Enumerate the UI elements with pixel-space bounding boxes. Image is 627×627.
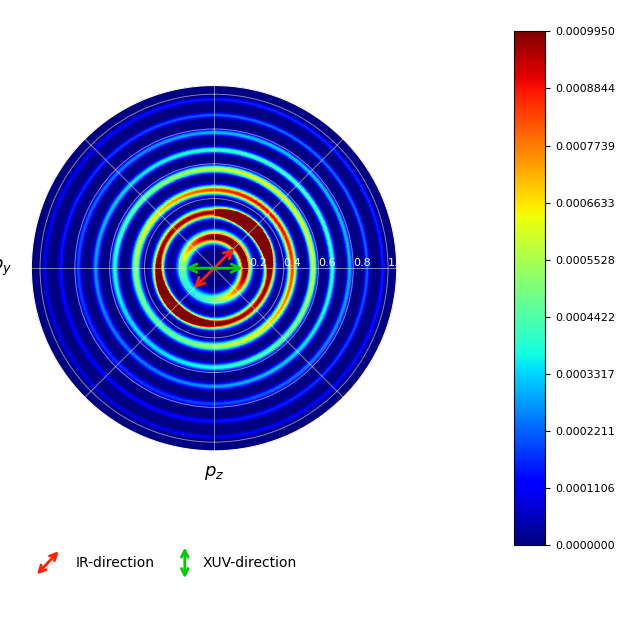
Text: $p_z$: $p_z$ — [204, 465, 224, 482]
Text: XUV-direction: XUV-direction — [203, 556, 297, 570]
Text: $p_y$: $p_y$ — [0, 258, 13, 278]
Text: IR-direction: IR-direction — [75, 556, 154, 570]
